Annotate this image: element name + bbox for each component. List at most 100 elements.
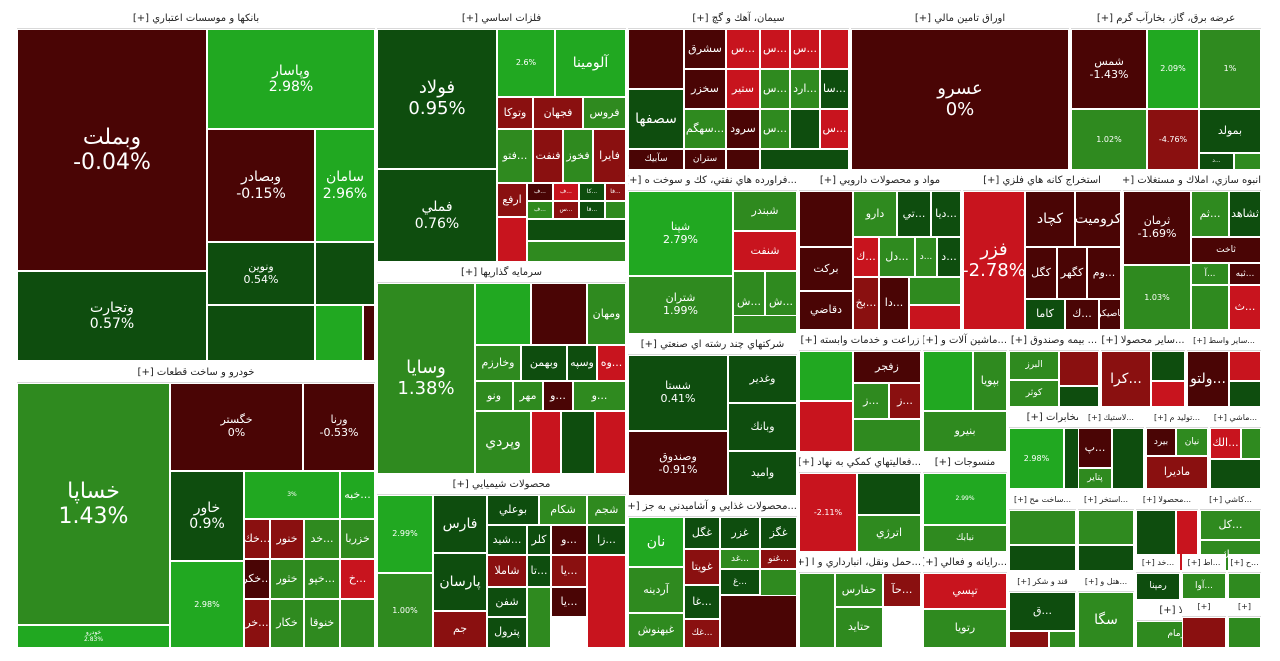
stock-tile[interactable]: [475, 283, 531, 345]
stock-tile[interactable]: فزر -2.78%: [963, 191, 1025, 330]
stock-tile[interactable]: آلومينا: [555, 29, 626, 97]
stock-tile[interactable]: ونوين 0.54%: [207, 242, 315, 305]
sector-title[interactable]: مخابرات [+]: [1009, 409, 1099, 428]
stock-tile[interactable]: ...ث: [1229, 285, 1261, 330]
sector-0[interactable]: بانکها و موسسات اعتباري [+] وبملت -0.04% وت…: [17, 10, 375, 362]
sector-36[interactable]: [+]: [1182, 598, 1226, 648]
stock-tile[interactable]: فخوز: [563, 129, 593, 183]
stock-tile[interactable]: شكام: [539, 495, 587, 525]
stock-tile[interactable]: [315, 242, 375, 305]
sector-title[interactable]: انبوه سازي، املاك و مستغلات [+]: [1123, 172, 1261, 191]
stock-tile[interactable]: ...آ: [1191, 263, 1229, 285]
stock-tile[interactable]: غگز: [760, 517, 797, 549]
stock-tile[interactable]: غويتا: [684, 549, 720, 585]
stock-tile[interactable]: ...تي: [897, 191, 931, 237]
stock-tile[interactable]: حفارس: [835, 573, 883, 607]
stock-tile[interactable]: شاملا: [487, 555, 527, 587]
sector-23[interactable]: ...ماشي [+] ...الك: [1210, 409, 1261, 489]
stock-tile[interactable]: ...خپو: [304, 559, 340, 599]
stock-tile[interactable]: [1049, 631, 1076, 648]
stock-tile[interactable]: ...يا: [551, 555, 587, 587]
sector-25[interactable]: ...رايانه و فعالي [+] تپسي رتويا: [923, 554, 1007, 648]
stock-tile[interactable]: ارفع: [497, 183, 527, 217]
stock-tile[interactable]: ...س: [790, 29, 820, 69]
stock-tile[interactable]: شفن: [487, 587, 527, 617]
stock-tile[interactable]: ...ف: [553, 183, 579, 201]
sector-title[interactable]: خودرو و ساخت قطعات [+]: [17, 364, 375, 383]
stock-tile[interactable]: ...الك: [1210, 428, 1241, 459]
stock-tile[interactable]: وخارزم: [475, 345, 521, 381]
stock-tile[interactable]: ...ك: [1065, 299, 1099, 330]
stock-tile[interactable]: ...و: [543, 381, 573, 411]
stock-tile[interactable]: [363, 305, 375, 361]
stock-tile[interactable]: ...فا: [579, 201, 605, 219]
stock-tile[interactable]: [733, 315, 797, 334]
stock-tile[interactable]: پتاير: [1078, 468, 1112, 489]
stock-tile[interactable]: 2.99%: [923, 473, 1007, 525]
stock-tile[interactable]: [315, 305, 363, 361]
stock-tile[interactable]: زفجر: [853, 351, 921, 383]
stock-tile[interactable]: كروميت: [1075, 191, 1121, 247]
stock-tile[interactable]: بيرد: [1146, 428, 1176, 456]
sector-title[interactable]: ...لاستيك [+]: [1078, 409, 1144, 428]
stock-tile[interactable]: خنوقا: [304, 599, 340, 648]
stock-tile[interactable]: سرود: [726, 109, 760, 149]
stock-tile[interactable]: كگهر: [1057, 247, 1087, 299]
stock-tile[interactable]: ...ارد: [790, 69, 820, 109]
stock-tile[interactable]: ...پ: [1078, 428, 1112, 468]
stock-tile[interactable]: شستا 0.41%: [628, 355, 728, 431]
stock-tile[interactable]: [909, 277, 961, 305]
stock-tile[interactable]: بركت: [799, 247, 853, 291]
stock-tile[interactable]: [1009, 545, 1076, 571]
stock-tile[interactable]: [1112, 428, 1144, 489]
stock-tile[interactable]: [1151, 381, 1185, 407]
sector-21[interactable]: ...لاستيك [+] ...پ پتاير: [1078, 409, 1144, 489]
stock-tile[interactable]: ...حآ: [883, 573, 921, 607]
sector-title[interactable]: قند و شكر [+]: [1009, 573, 1076, 592]
sector-title[interactable]: زراعت و خدمات وابسته [+]: [799, 332, 921, 351]
stock-tile[interactable]: ...ز: [853, 383, 889, 419]
stock-tile[interactable]: [1228, 617, 1261, 648]
stock-tile[interactable]: نان: [628, 517, 684, 567]
sector-title[interactable]: ...كاشي [+]: [1200, 491, 1261, 510]
stock-tile[interactable]: [531, 411, 561, 474]
sector-title[interactable]: مواد و محصولات دارويي [+]: [799, 172, 961, 191]
stock-tile[interactable]: [595, 411, 626, 474]
stock-tile[interactable]: ...بخ: [853, 277, 879, 330]
stock-tile[interactable]: نبابك: [923, 525, 1007, 552]
sector-16[interactable]: محصولات شيميايي [+] 2.99% 1.00% فارس پارسان ج…: [377, 476, 626, 648]
stock-tile[interactable]: [1182, 617, 1226, 648]
stock-tile[interactable]: وبهمن: [521, 345, 567, 381]
stock-tile[interactable]: وغدير: [728, 355, 797, 403]
stock-tile[interactable]: ...دا: [879, 277, 909, 330]
stock-tile[interactable]: سگا: [1078, 592, 1134, 648]
stock-tile[interactable]: كوثر: [1009, 380, 1059, 407]
stock-tile[interactable]: سصفها: [628, 89, 684, 149]
stock-tile[interactable]: [1059, 351, 1099, 386]
stock-tile[interactable]: خثور: [270, 559, 304, 599]
sector-title[interactable]: شركتهاي چند رشته اي صنعتي [+]: [628, 336, 797, 355]
stock-tile[interactable]: 2.98%: [170, 561, 244, 648]
stock-tile[interactable]: ...كرا: [1101, 351, 1151, 407]
stock-tile[interactable]: ...فتو: [497, 129, 533, 183]
stock-tile[interactable]: شپنا 2.79%: [628, 191, 733, 276]
stock-tile[interactable]: فولاد 0.95%: [377, 29, 497, 169]
stock-tile[interactable]: كچاد: [1025, 191, 1075, 247]
stock-tile[interactable]: فجهان: [533, 97, 583, 129]
sector-2[interactable]: سيمان، آهك و گچ [+] سصفها سآبيك سشرق سخزر...…: [628, 10, 849, 170]
sector-title[interactable]: منسوجات [+]: [923, 454, 1007, 473]
sector-10[interactable]: شركتهاي چند رشته اي صنعتي [+] شستا 0.41% وص…: [628, 336, 797, 496]
stock-tile[interactable]: ...س: [726, 29, 760, 69]
stock-tile[interactable]: دقاضي: [799, 291, 853, 330]
sector-30[interactable]: قند و شكر [+] ...ق: [1009, 573, 1076, 648]
stock-tile[interactable]: پترول: [487, 617, 527, 648]
stock-tile[interactable]: ...خكر: [244, 559, 270, 599]
stock-tile[interactable]: [1228, 573, 1261, 600]
stock-tile[interactable]: [527, 241, 626, 262]
stock-tile[interactable]: [820, 29, 849, 69]
sector-title[interactable]: ...ساير محصولا [+]: [1101, 332, 1185, 351]
stock-tile[interactable]: ستير: [726, 69, 760, 109]
stock-tile[interactable]: [561, 411, 595, 474]
stock-tile[interactable]: ...غد: [720, 549, 760, 569]
stock-tile[interactable]: ماديرا: [1146, 456, 1208, 489]
